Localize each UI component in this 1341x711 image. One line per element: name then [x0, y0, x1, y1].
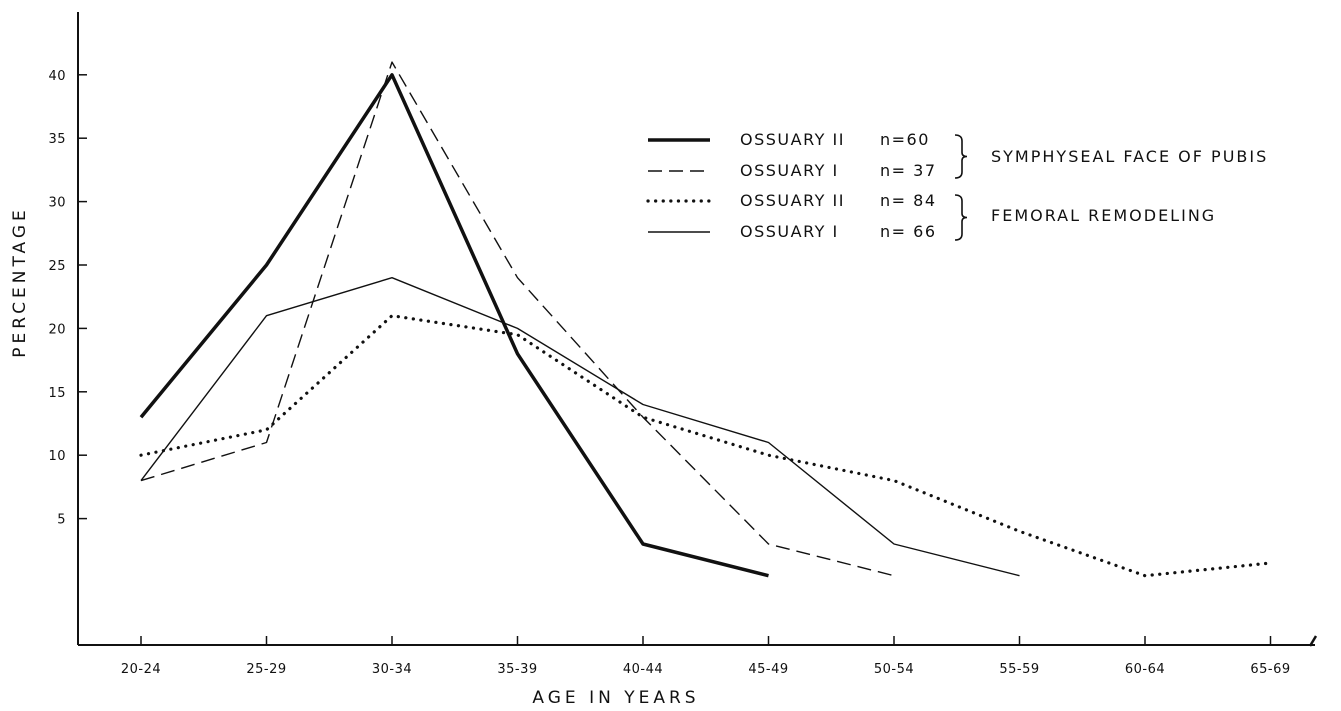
- x-tick-label: 50-54: [874, 662, 914, 677]
- x-tick-label: 60-64: [1125, 662, 1165, 677]
- legend-brace-group-1: [954, 194, 968, 241]
- legend-label-2: OSSUARY II: [740, 191, 845, 210]
- y-axis-title: PERCENTAGE: [10, 206, 30, 358]
- x-tick-label: 25-29: [246, 662, 286, 677]
- legend-n-label-3: n= 66: [880, 222, 937, 241]
- legend-label-1: OSSUARY I: [740, 161, 839, 180]
- x-tick-label: 35-39: [497, 662, 537, 677]
- x-tick-label: 20-24: [121, 662, 161, 677]
- x-tick-label: 30-34: [372, 662, 412, 677]
- legend-n-label-0: n=60: [880, 130, 930, 149]
- x-tick-label: 65-69: [1250, 662, 1290, 677]
- legend-label-0: OSSUARY II: [740, 130, 845, 149]
- series-line-3: [140, 277, 1020, 577]
- legend-n-label-2: n= 84: [880, 191, 937, 210]
- y-tick-label: 30: [48, 196, 66, 211]
- series-line-2: [139, 314, 1273, 578]
- x-tick-label: 40-44: [623, 662, 663, 677]
- y-tick-label: 35: [48, 132, 66, 147]
- series-line-0: [139, 73, 769, 578]
- y-tick-label: 10: [48, 449, 66, 464]
- legend-brace-group-0: [954, 134, 968, 179]
- y-tick-label: 15: [48, 386, 66, 401]
- legend-label-3: OSSUARY I: [740, 222, 839, 241]
- x-tick-label: 55-59: [999, 662, 1039, 677]
- x-axis-title: AGE IN YEARS: [532, 688, 699, 708]
- series-line-1: [140, 61, 895, 577]
- y-tick-label: 25: [48, 259, 66, 274]
- y-tick-label: 20: [48, 322, 66, 337]
- legend-group-label-1: FEMORAL REMODELING: [991, 206, 1216, 225]
- x-tick-label: 45-49: [748, 662, 788, 677]
- legend-n-label-1: n= 37: [880, 161, 937, 180]
- y-tick-label: 5: [57, 513, 66, 528]
- legend-group-label-0: SYMPHYSEAL FACE OF PUBIS: [991, 147, 1268, 166]
- y-tick-label: 40: [48, 69, 66, 84]
- axis-break-mark: [1308, 635, 1318, 647]
